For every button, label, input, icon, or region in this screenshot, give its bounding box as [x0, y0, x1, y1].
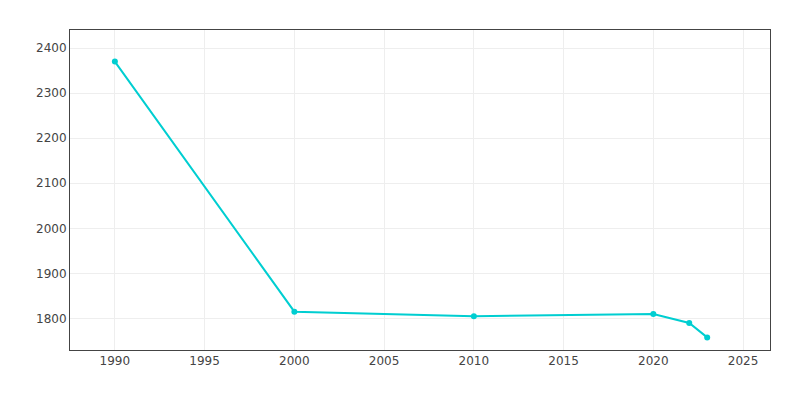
svg-text:2020: 2020 — [638, 354, 669, 368]
svg-text:2300: 2300 — [36, 86, 67, 100]
svg-text:2010: 2010 — [459, 354, 490, 368]
svg-text:2200: 2200 — [36, 131, 67, 145]
svg-text:2100: 2100 — [36, 176, 67, 190]
svg-text:2015: 2015 — [548, 354, 579, 368]
svg-text:2000: 2000 — [36, 222, 67, 236]
svg-text:1900: 1900 — [36, 267, 67, 281]
svg-text:2025: 2025 — [728, 354, 759, 368]
svg-text:1990: 1990 — [100, 354, 131, 368]
svg-text:1995: 1995 — [189, 354, 220, 368]
svg-text:2400: 2400 — [36, 41, 67, 55]
svg-text:1800: 1800 — [36, 312, 67, 326]
svg-text:2005: 2005 — [369, 354, 400, 368]
svg-text:2000: 2000 — [279, 354, 310, 368]
